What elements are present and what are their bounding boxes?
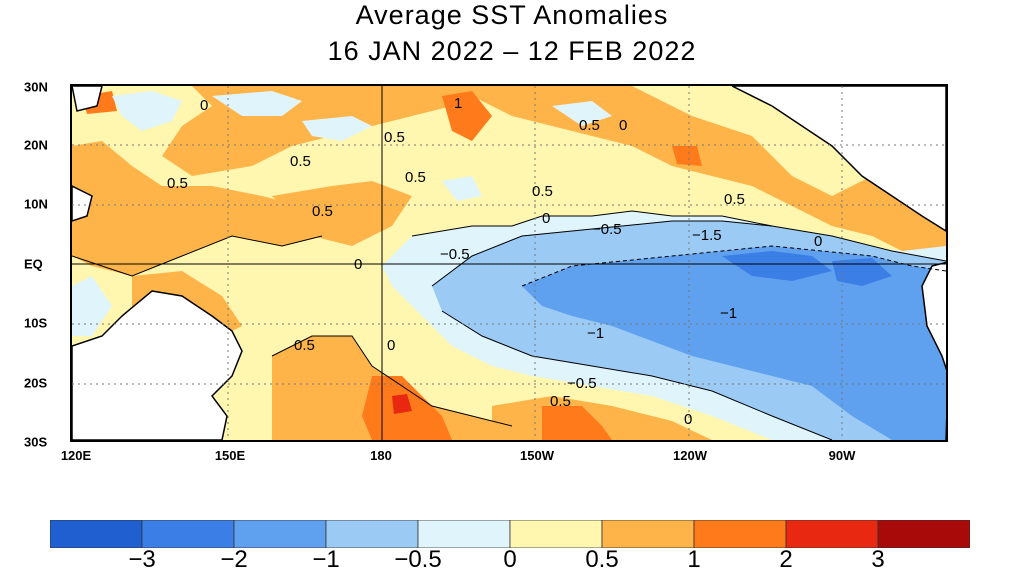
contour-label: −1.5 [692,227,722,244]
lon-label-90w: 90W [828,448,856,463]
color-scale-label: 3 [871,546,885,573]
contour-label: 0.5 [405,169,426,186]
south-america [921,261,946,440]
contour-label: 0.5 [294,337,315,354]
contour-label: 0 [542,210,550,227]
lat-label-20n: 20N [24,137,48,153]
lat-label-eq: EQ [24,256,43,272]
color-scale-swatch [693,520,787,548]
color-scale-label: 0.5 [585,546,619,573]
land-masses [72,86,946,440]
contour-labels: 0 1 0.5 0.5 0.5 0 0.5 0.5 0.5 0.5 0.5 0 … [167,95,822,428]
anomaly-field-minus2-to-minus1 [522,246,946,440]
sst-anomaly-map: 0 1 0.5 0.5 0.5 0 0.5 0.5 0.5 0.5 0.5 0 … [70,84,948,442]
color-scale-swatch [50,520,143,548]
contour-label: 0.5 [167,175,188,192]
lon-label-150e: 150E [214,448,246,463]
color-scale-label: −3 [128,546,156,573]
contour-label: 1 [454,95,462,112]
color-scale-swatch [877,520,970,548]
contour-label: 0 [684,411,692,428]
anomaly-field-minus3-to-minus2 [722,251,892,286]
north-america [731,86,946,232]
contour-label: 0 [619,117,627,134]
lat-label-30n: 30N [24,79,48,95]
color-scale-swatch [785,520,879,548]
lat-label-30s: 30S [24,434,48,450]
philippines [72,185,93,222]
contour-label: −0.5 [592,221,622,238]
color-scale-legend [50,520,970,548]
color-scale-label: −2 [220,546,248,573]
color-scale-swatch [325,520,419,548]
asia [72,86,103,112]
color-scale-swatch [601,520,695,548]
lon-label-120w: 120W [673,448,707,463]
date-range-title: 16 JAN 2022 – 12 FEB 2022 [327,36,697,66]
contour-label: 0.5 [384,129,405,146]
contour-label: 0.5 [312,203,333,220]
contour-label: −1 [587,325,604,342]
map-canvas: 0 1 0.5 0.5 0.5 0 0.5 0.5 0.5 0.5 0.5 0 … [72,86,946,440]
contour-label: 0 [354,256,362,273]
lon-label-180: 180 [370,448,392,463]
contour-label: 0.5 [532,183,553,200]
color-scale-label: 1 [687,546,701,573]
lat-label-10s: 10S [24,315,48,331]
contour-label: 0.5 [579,117,600,134]
color-scale-label: 2 [779,546,793,573]
color-scale-label: −0.5 [394,546,442,573]
contour-label: 0.5 [290,153,311,170]
contour-label: 0.5 [550,393,571,410]
contour-label: 0 [387,337,395,354]
contour-label: −0.5 [440,246,470,263]
color-scale-label: −1 [312,546,340,573]
color-scale-swatch [233,520,327,548]
contour-label: 0 [814,233,822,250]
contour-label: −1 [720,305,737,322]
contour-label: 0.5 [724,191,745,208]
color-scale-swatch [417,520,511,548]
lon-label-150w: 150W [520,448,554,463]
color-scale-swatch [509,520,603,548]
lat-label-10n: 10N [24,196,48,212]
contour-label: 0 [200,97,208,114]
australia-new-guinea [72,290,243,440]
chart-title: Average SST Anomalies [355,0,669,30]
color-scale-label: 0 [503,546,517,573]
grid-lines [72,86,946,440]
contour-label: −0.5 [567,375,597,392]
lat-label-20s: 20S [24,375,48,391]
color-scale-swatch [141,520,235,548]
lon-label-120e: 120E [60,448,92,463]
